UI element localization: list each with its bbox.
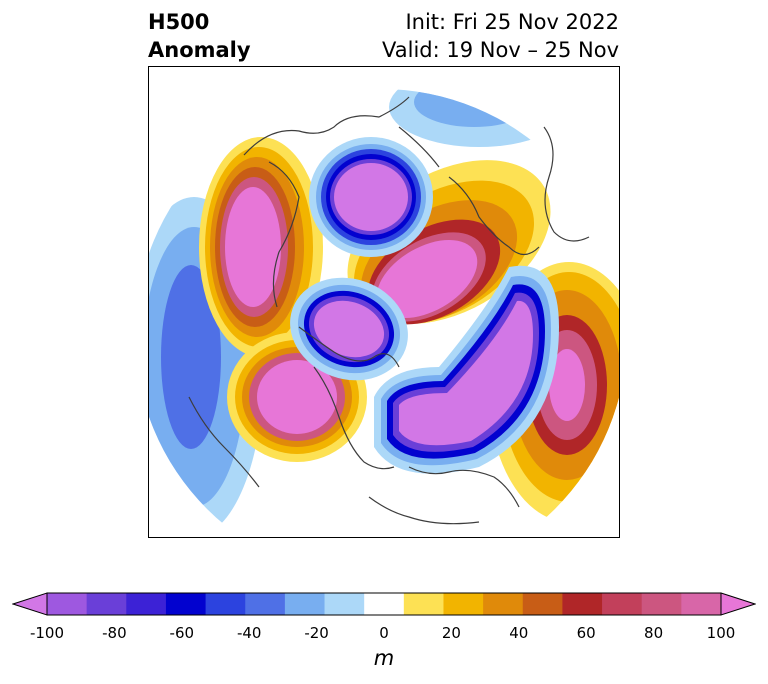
title-type: Anomaly [148, 38, 251, 62]
map-dates: Init: Fri 25 Nov 2022 Valid: 19 Nov – 25… [382, 8, 619, 64]
init-date: Init: Fri 25 Nov 2022 [405, 10, 619, 34]
map-title: H500 Anomaly [148, 8, 251, 64]
colorbar-swatch [86, 593, 127, 615]
colorbar-swatches [12, 592, 756, 616]
colorbar-tick-label: -60 [169, 624, 195, 642]
colorbar-swatch [403, 593, 444, 615]
colorbar-swatch [483, 593, 524, 615]
anomaly-map [148, 66, 620, 538]
colorbar-tick-label: -80 [102, 624, 127, 642]
colorbar-tick-label: 100 [706, 624, 736, 642]
colorbar-swatch [364, 593, 405, 615]
colorbar-arrow-max [720, 592, 756, 616]
colorbar-swatch [284, 593, 326, 615]
positive-anomaly-northwest [199, 137, 323, 357]
colorbar-swatch [641, 593, 682, 615]
colorbar-tick-label: 80 [644, 624, 664, 642]
negative-anomaly-north [389, 89, 569, 147]
colorbar-swatch [47, 593, 88, 615]
map-canvas [149, 89, 619, 537]
colorbar-tick-label: -100 [29, 624, 65, 642]
colorbar-swatch [443, 593, 484, 615]
colorbar-tick-label: 20 [441, 624, 461, 642]
colorbar-tick-label: -20 [304, 624, 329, 642]
colorbar-swatch [602, 593, 643, 615]
colorbar-swatch [562, 593, 603, 615]
negative-anomaly-arctic [309, 137, 433, 257]
colorbar-arrow-min [12, 592, 48, 616]
colorbar-tick-label: 0 [379, 624, 389, 642]
colorbar-swatch [522, 593, 563, 615]
colorbar-swatch [165, 593, 207, 615]
colorbar-swatch [681, 593, 722, 615]
colorbar-swatch [126, 593, 167, 615]
valid-date-range: Valid: 19 Nov – 25 Nov [382, 38, 619, 62]
colorbar-unit: m [373, 646, 395, 670]
colorbar [12, 592, 756, 616]
title-variable: H500 [148, 10, 210, 34]
colorbar-tick-label: 40 [509, 624, 529, 642]
colorbar-swatch [205, 593, 246, 615]
colorbar-tick-label: 60 [576, 624, 596, 642]
colorbar-swatch [324, 593, 365, 615]
colorbar-swatch [245, 593, 286, 615]
negative-anomaly-southeast [374, 265, 559, 474]
colorbar-tick-label: -40 [236, 624, 262, 642]
coastlines [188, 96, 590, 525]
